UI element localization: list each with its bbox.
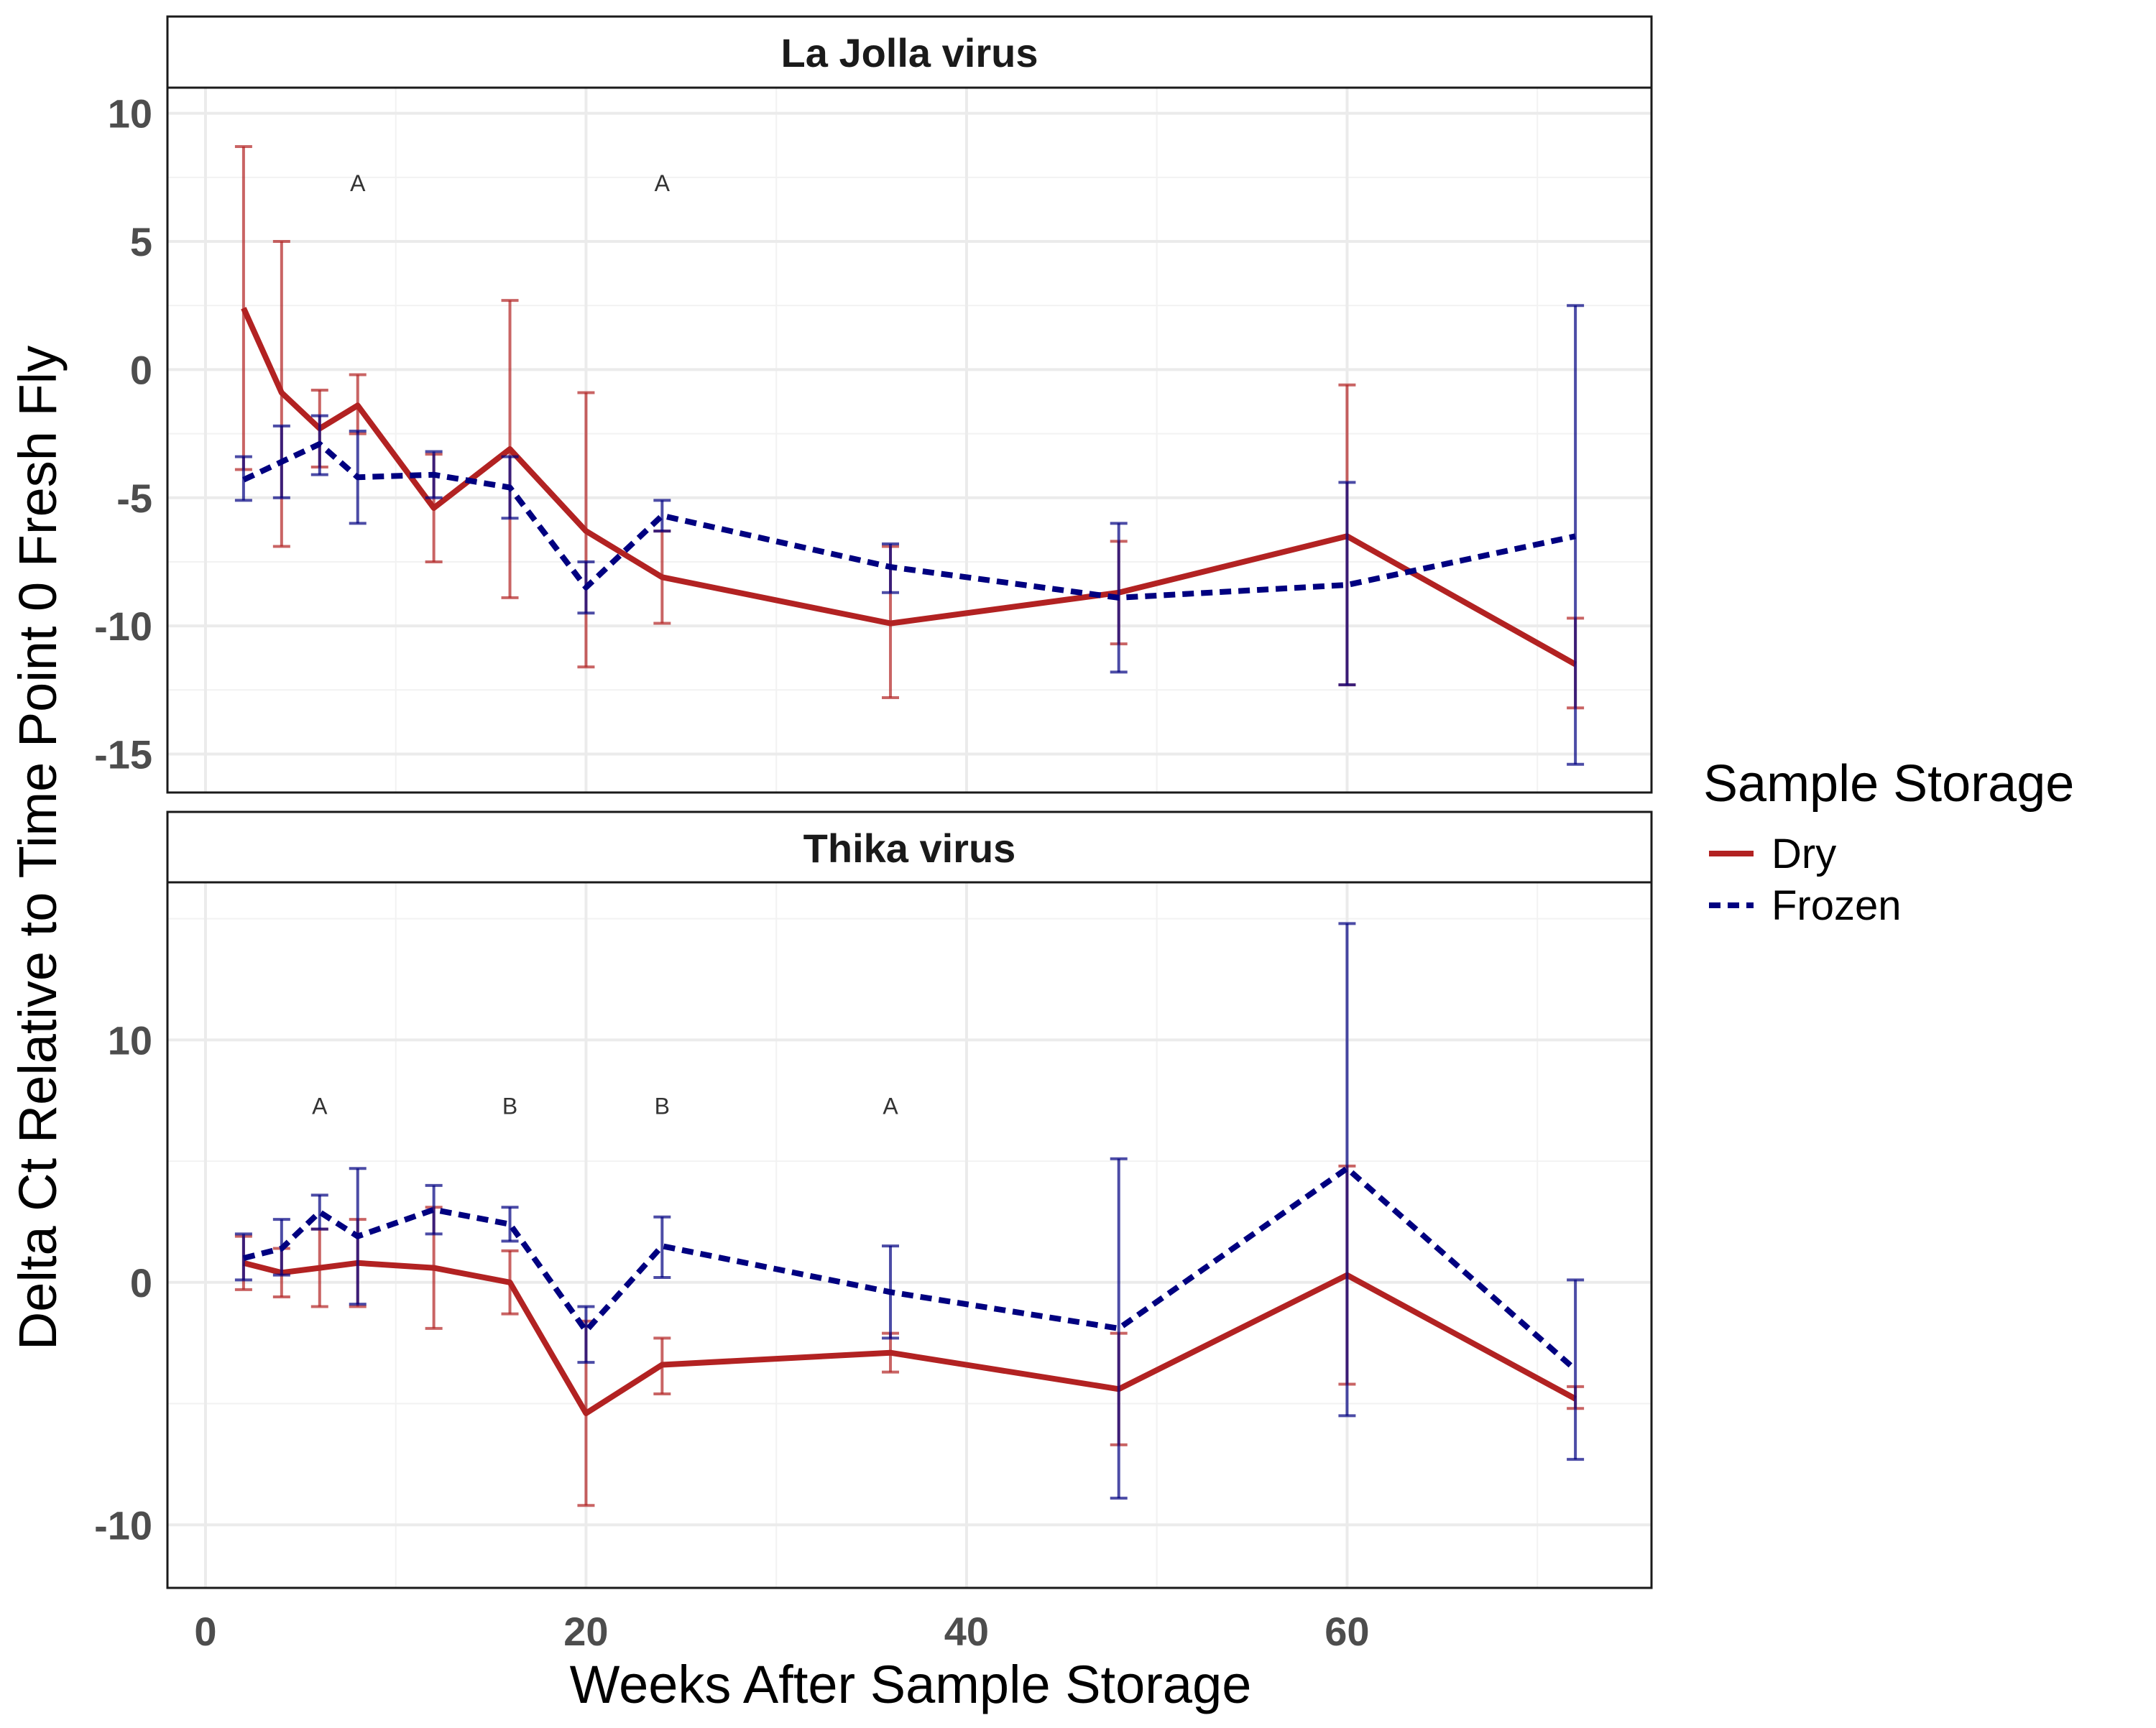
significance-label: B xyxy=(502,1093,517,1119)
panel-border xyxy=(166,881,1653,1589)
panel-title: Thika virus xyxy=(803,826,1016,871)
y-axis-title: Delta Ct Relative to Time Point 0 Fresh … xyxy=(8,346,68,1350)
y-tick-label: -10 xyxy=(94,1502,152,1548)
y-tick-label: -10 xyxy=(94,604,152,649)
panel-strip xyxy=(166,810,1653,884)
error-bar xyxy=(1567,304,1585,766)
x-tick-label: 60 xyxy=(1325,1609,1369,1654)
legend-label: Frozen xyxy=(1772,882,1902,929)
legend: Sample Storage Dry Frozen xyxy=(1703,755,2074,929)
error-bar xyxy=(425,1183,443,1236)
error-bar xyxy=(1338,922,1356,1418)
y-tick-label: 10 xyxy=(108,91,152,137)
significance-label: A xyxy=(655,170,671,196)
significance-label: A xyxy=(312,1093,328,1119)
legend-entry-dry: Dry xyxy=(1709,831,1836,877)
panel-strip xyxy=(166,15,1653,89)
x-tick-label: 40 xyxy=(944,1609,989,1654)
significance-label: A xyxy=(350,170,366,196)
series-line-frozen xyxy=(242,1165,1577,1372)
plot-background xyxy=(167,882,1651,1588)
y-tick-label: -15 xyxy=(94,731,152,777)
panel-title: La Jolla virus xyxy=(781,30,1038,75)
legend-label: Dry xyxy=(1772,831,1836,877)
panel-border xyxy=(166,86,1653,794)
error-bar xyxy=(1567,1278,1585,1461)
series-frozen xyxy=(234,304,1585,766)
significance-label: B xyxy=(655,1093,670,1119)
series-frozen xyxy=(234,922,1585,1500)
series-line-dry xyxy=(242,1260,1577,1416)
y-tick-label: 0 xyxy=(130,347,152,392)
panel-1: La Jolla virus -15 -10 -5 0 5 10 A A xyxy=(94,15,1653,794)
error-bar xyxy=(653,499,671,533)
y-tick-label: 10 xyxy=(108,1017,152,1063)
legend-title: Sample Storage xyxy=(1703,755,2074,813)
error-bar xyxy=(501,1206,519,1243)
error-bar xyxy=(653,1215,671,1280)
plot-background xyxy=(167,88,1651,793)
x-tick-label: 20 xyxy=(563,1609,608,1654)
y-tick-label: 5 xyxy=(130,219,152,264)
error-bar xyxy=(577,1305,595,1364)
series-line-dry xyxy=(241,307,1577,667)
significance-label: A xyxy=(883,1093,898,1119)
error-bar xyxy=(1110,1157,1128,1500)
y-tick-label: 0 xyxy=(130,1260,152,1306)
error-bar xyxy=(310,1193,328,1231)
panel-2: Thika virus -10 0 10 A B B A xyxy=(94,810,1653,1589)
series-line-frozen xyxy=(242,440,1576,601)
x-axis-title: Weeks After Sample Storage xyxy=(570,1655,1252,1714)
legend-entry-frozen: Frozen xyxy=(1709,882,1902,929)
y-tick-label: -5 xyxy=(116,476,152,521)
error-bar xyxy=(1338,481,1356,687)
x-tick-label: 0 xyxy=(194,1609,216,1654)
